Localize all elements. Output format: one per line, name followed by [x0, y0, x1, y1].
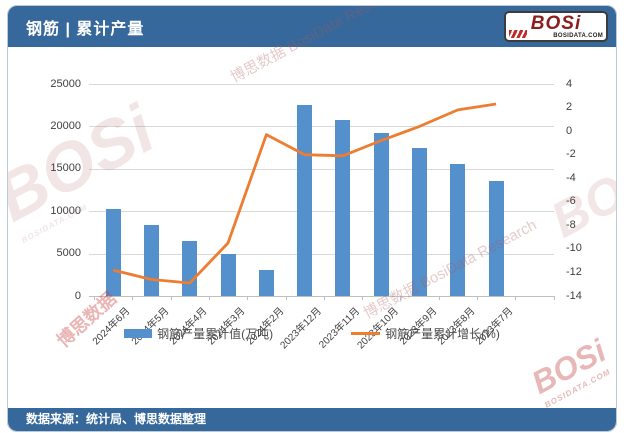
tick-mark: [170, 296, 172, 300]
gridline: [89, 126, 554, 128]
bar: [412, 147, 428, 296]
header-bar: 钢筋 | 累计产量 BOSi BOSIDATA.COM: [8, 6, 616, 47]
y-axis-label-right: -8: [566, 218, 576, 231]
tick-mark: [515, 296, 517, 300]
y-axis-label-left: 10000: [50, 204, 81, 217]
tick-mark: [285, 296, 287, 300]
y-axis-label-left: 5000: [56, 247, 81, 260]
bar: [220, 254, 236, 296]
logo-stripes-icon: [509, 30, 527, 38]
footer-bar: 数据来源：统计局、博思数据整理: [8, 408, 616, 431]
line-series-label: 钢筋产量累计增长(%): [385, 327, 500, 341]
tick-mark: [247, 296, 249, 300]
bar: [373, 133, 389, 296]
y-axis-label-right: -14: [566, 289, 582, 302]
y-axis-label-left: 15000: [50, 162, 81, 175]
bosi-logo-domain: BOSIDATA.COM: [553, 33, 603, 39]
data-source-text: 数据来源：统计局、博思数据整理: [26, 412, 207, 426]
tick-mark: [400, 296, 402, 300]
trend-line-layer: [112, 102, 497, 285]
page-title: 钢筋 | 累计产量: [26, 20, 145, 38]
bosi-logo-text: BOSi: [530, 13, 582, 34]
y-axis-label-right: -6: [566, 195, 576, 208]
bar: [335, 119, 351, 296]
trend-line: [112, 102, 497, 285]
tick-mark: [438, 296, 440, 300]
bar: [105, 208, 121, 296]
bosi-logo: BOSi BOSIDATA.COM: [504, 11, 608, 42]
bar-series-swatch: [124, 329, 153, 338]
bar: [258, 269, 274, 296]
gridline: [89, 168, 554, 170]
tick-mark: [323, 296, 325, 300]
gridline: [89, 211, 554, 213]
legend-item-line: 钢筋产量累计增长(%): [351, 325, 500, 342]
legend: 钢筋产量累计值(万吨) 钢筋产量累计增长(%): [8, 325, 616, 342]
y-axis-label-right: -2: [566, 148, 576, 161]
tick-mark: [362, 296, 364, 300]
y-axis-label-left: 20000: [50, 119, 81, 132]
tick-mark: [553, 296, 555, 300]
line-series-swatch: [351, 332, 381, 335]
y-axis-label-right: 4: [566, 77, 573, 90]
y-axis-label-right: 0: [566, 124, 573, 137]
tick-mark: [208, 296, 210, 300]
tick-mark: [132, 296, 134, 300]
bar: [450, 163, 466, 296]
y-axis-label-right: 2: [566, 101, 573, 114]
legend-item-bars: 钢筋产量累计值(万吨): [124, 325, 273, 342]
y-axis-label-right: -4: [566, 171, 576, 184]
y-axis-label-right: -10: [566, 242, 582, 255]
bar: [488, 180, 504, 296]
bar-series-label: 钢筋产量累计值(万吨): [157, 327, 274, 341]
tick-mark: [477, 296, 478, 300]
chart-card: 钢筋 | 累计产量 BOSi BOSIDATA.COM 25000 20000 15…: [7, 5, 617, 432]
gridline: [89, 84, 554, 85]
y-axis-label-left: 25000: [50, 77, 81, 90]
chart-area: 25000 20000 15000 10000 5000 0 4 2 0 -2 -4 -6 -8 -10 -…: [8, 47, 616, 409]
tick-mark: [94, 296, 95, 300]
y-axis-label-left: 0: [74, 289, 81, 302]
gridline: [89, 253, 554, 255]
x-axis-line: [89, 296, 554, 297]
y-axis-label-right: -12: [566, 265, 582, 278]
